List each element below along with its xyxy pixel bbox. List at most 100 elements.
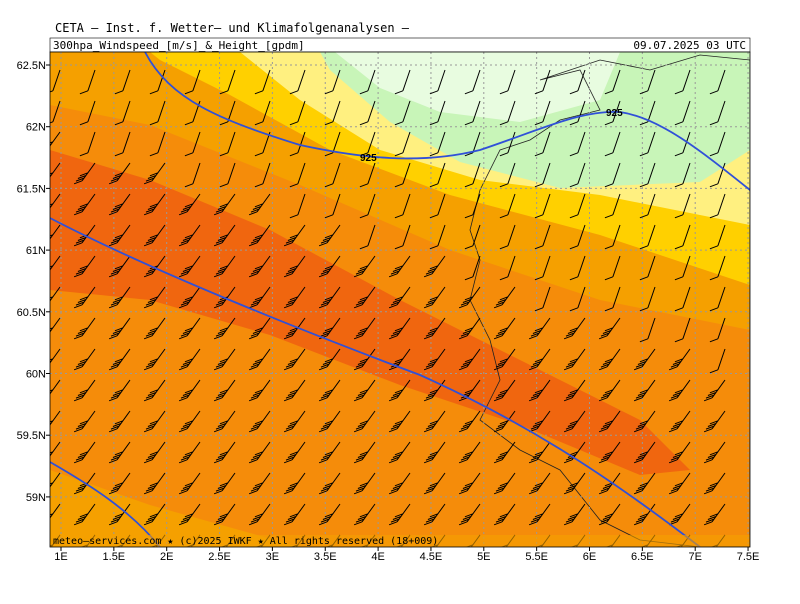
wind-barb bbox=[534, 224, 551, 250]
wind-barb bbox=[318, 286, 341, 309]
wind-barb bbox=[423, 503, 446, 526]
contour-label: 925 bbox=[606, 108, 623, 119]
wind-barb bbox=[50, 224, 61, 240]
wind-barb bbox=[423, 441, 446, 464]
wind-barb bbox=[79, 131, 96, 157]
wind-barb bbox=[709, 131, 726, 157]
wind-barb bbox=[429, 131, 446, 157]
wind-barb bbox=[394, 100, 411, 126]
wind-barb bbox=[318, 410, 341, 433]
wind-barb bbox=[248, 224, 271, 247]
wind-barb bbox=[464, 131, 481, 157]
wind-barb bbox=[598, 410, 621, 433]
wind-barb bbox=[604, 162, 621, 188]
wind-barb bbox=[73, 193, 96, 216]
wind-barb bbox=[283, 286, 306, 309]
wind-barb bbox=[569, 286, 586, 312]
wind-barb bbox=[528, 472, 551, 495]
wind-barb bbox=[499, 193, 516, 219]
wind-barb bbox=[604, 69, 621, 95]
wind-barb bbox=[108, 410, 131, 433]
wind-barb bbox=[598, 379, 621, 402]
wind-barb bbox=[108, 255, 131, 278]
wind-barb bbox=[213, 224, 236, 247]
wind-barb bbox=[353, 410, 376, 433]
wind-barb bbox=[458, 317, 481, 340]
wind-barb bbox=[534, 193, 551, 219]
wind-barb bbox=[668, 410, 691, 433]
wind-barb bbox=[703, 379, 726, 402]
wind-barb bbox=[359, 224, 376, 250]
lat-label: 61.5N bbox=[17, 183, 46, 195]
lon-label: 4.5E bbox=[420, 551, 443, 563]
wind-barb bbox=[143, 162, 166, 185]
wind-barb bbox=[178, 441, 201, 464]
wind-barb bbox=[318, 379, 341, 402]
wind-barb bbox=[248, 348, 271, 371]
wind-barb bbox=[143, 224, 166, 247]
wind-barb bbox=[458, 410, 481, 433]
wind-barb bbox=[219, 100, 236, 126]
lon-label: 6.5E bbox=[631, 551, 654, 563]
wind-barb bbox=[178, 472, 201, 495]
wind-barb bbox=[598, 441, 621, 464]
contour-label: 925 bbox=[360, 153, 377, 164]
wind-barb bbox=[324, 162, 341, 188]
wind-barb bbox=[423, 286, 446, 309]
wind-barb bbox=[464, 193, 481, 219]
wind-barb bbox=[569, 255, 586, 281]
wind-barb bbox=[283, 317, 306, 340]
wind-barb bbox=[149, 100, 166, 126]
wind-barb bbox=[50, 286, 61, 302]
wind-barb bbox=[248, 193, 271, 216]
wind-barb bbox=[73, 472, 96, 495]
wind-barb bbox=[633, 348, 656, 371]
wind-barb bbox=[423, 472, 446, 495]
wind-barb bbox=[674, 224, 691, 250]
wind-barb bbox=[50, 131, 61, 147]
wind-barb bbox=[178, 255, 201, 278]
wind-barb bbox=[248, 503, 271, 526]
wind-barb bbox=[50, 162, 61, 178]
wind-barb bbox=[569, 131, 586, 157]
wind-barb bbox=[324, 69, 341, 95]
wind-barb bbox=[668, 379, 691, 402]
axes: 1E 1.5E 2E 2.5E 3E 3.5E 4E 4.5E 5E 5.5E 6E 6.5E 7E 7.… bbox=[17, 60, 760, 563]
lon-label: 1.5E bbox=[103, 551, 126, 563]
lon-label: 5.5E bbox=[525, 551, 548, 563]
wind-barb bbox=[493, 286, 516, 309]
wind-barb bbox=[108, 379, 131, 402]
wind-barb bbox=[149, 131, 166, 157]
wind-barb bbox=[633, 503, 656, 526]
wind-barb bbox=[283, 348, 306, 371]
wind-barb bbox=[703, 410, 726, 433]
wind-barb bbox=[639, 69, 656, 95]
wind-barb bbox=[283, 441, 306, 464]
wind-barb bbox=[359, 69, 376, 95]
wind-barb bbox=[709, 348, 726, 374]
wind-barb bbox=[108, 286, 131, 309]
lon-label: 5E bbox=[477, 551, 490, 563]
wind-barb bbox=[423, 348, 446, 371]
lon-label: 3.5E bbox=[314, 551, 337, 563]
wind-barb bbox=[429, 162, 446, 188]
wind-barb bbox=[73, 379, 96, 402]
wind-barb bbox=[50, 255, 61, 271]
lon-label: 2E bbox=[160, 551, 173, 563]
wind-barb bbox=[283, 503, 306, 526]
wind-barb bbox=[178, 410, 201, 433]
wind-barb bbox=[709, 69, 726, 95]
wind-barb bbox=[353, 472, 376, 495]
wind-barb bbox=[709, 255, 726, 281]
wind-barb bbox=[108, 503, 131, 526]
wind-barb bbox=[114, 69, 131, 95]
wind-barb bbox=[423, 410, 446, 433]
wind-barb bbox=[283, 410, 306, 433]
wind-barb bbox=[289, 69, 306, 95]
wind-barb bbox=[709, 224, 726, 250]
wind-barb bbox=[528, 348, 551, 371]
wind-barb bbox=[534, 131, 551, 157]
wind-barb bbox=[633, 379, 656, 402]
wind-barb bbox=[534, 162, 551, 188]
